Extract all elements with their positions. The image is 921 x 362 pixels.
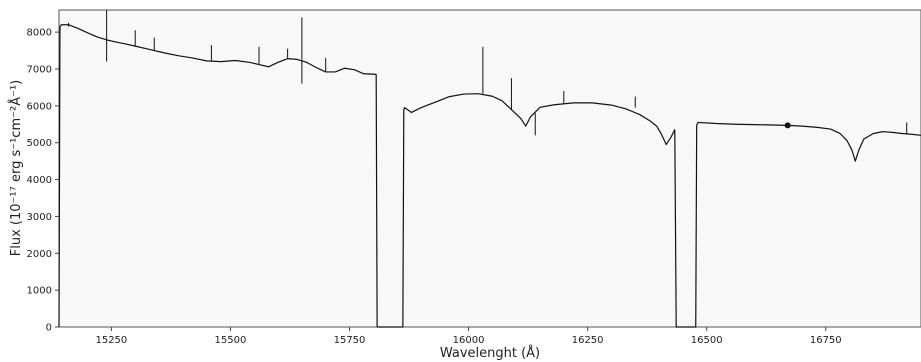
x-tick-label: 16750 [810,335,842,346]
emission-spikes [68,10,908,136]
data-marker [784,122,791,129]
y-tick-label: 0 [46,323,52,334]
y-tick-label: 5000 [27,138,52,149]
y-tick-label: 7000 [27,64,52,75]
y-axis-ticks: 0 1000 2000 3000 4000 5000 6000 7000 8000 [27,28,59,334]
plot-area [58,10,921,328]
y-tick-label: 4000 [27,175,52,186]
y-tick-label: 2000 [27,249,52,260]
y-tick-label: 1000 [27,286,52,297]
x-tick-label: 16000 [453,335,485,346]
x-axis-label: Wavelenght (Å) [440,345,540,361]
x-tick-label: 16500 [691,335,723,346]
y-axis-label: Flux (10⁻¹⁷ erg s⁻¹cm⁻²Å⁻¹) [8,80,24,256]
y-tick-label: 8000 [27,28,52,39]
spectrum-line [58,24,921,328]
x-tick-label: 15500 [215,335,247,346]
x-tick-label: 16250 [572,335,604,346]
y-tick-label: 6000 [27,101,52,112]
y-tick-label: 3000 [27,212,52,223]
x-tick-label: 15250 [95,335,127,346]
plot-background [58,9,921,328]
x-axis-ticks: 15250 15500 15750 16000 16250 16500 16750 [95,327,842,346]
x-tick-label: 15750 [334,335,366,346]
